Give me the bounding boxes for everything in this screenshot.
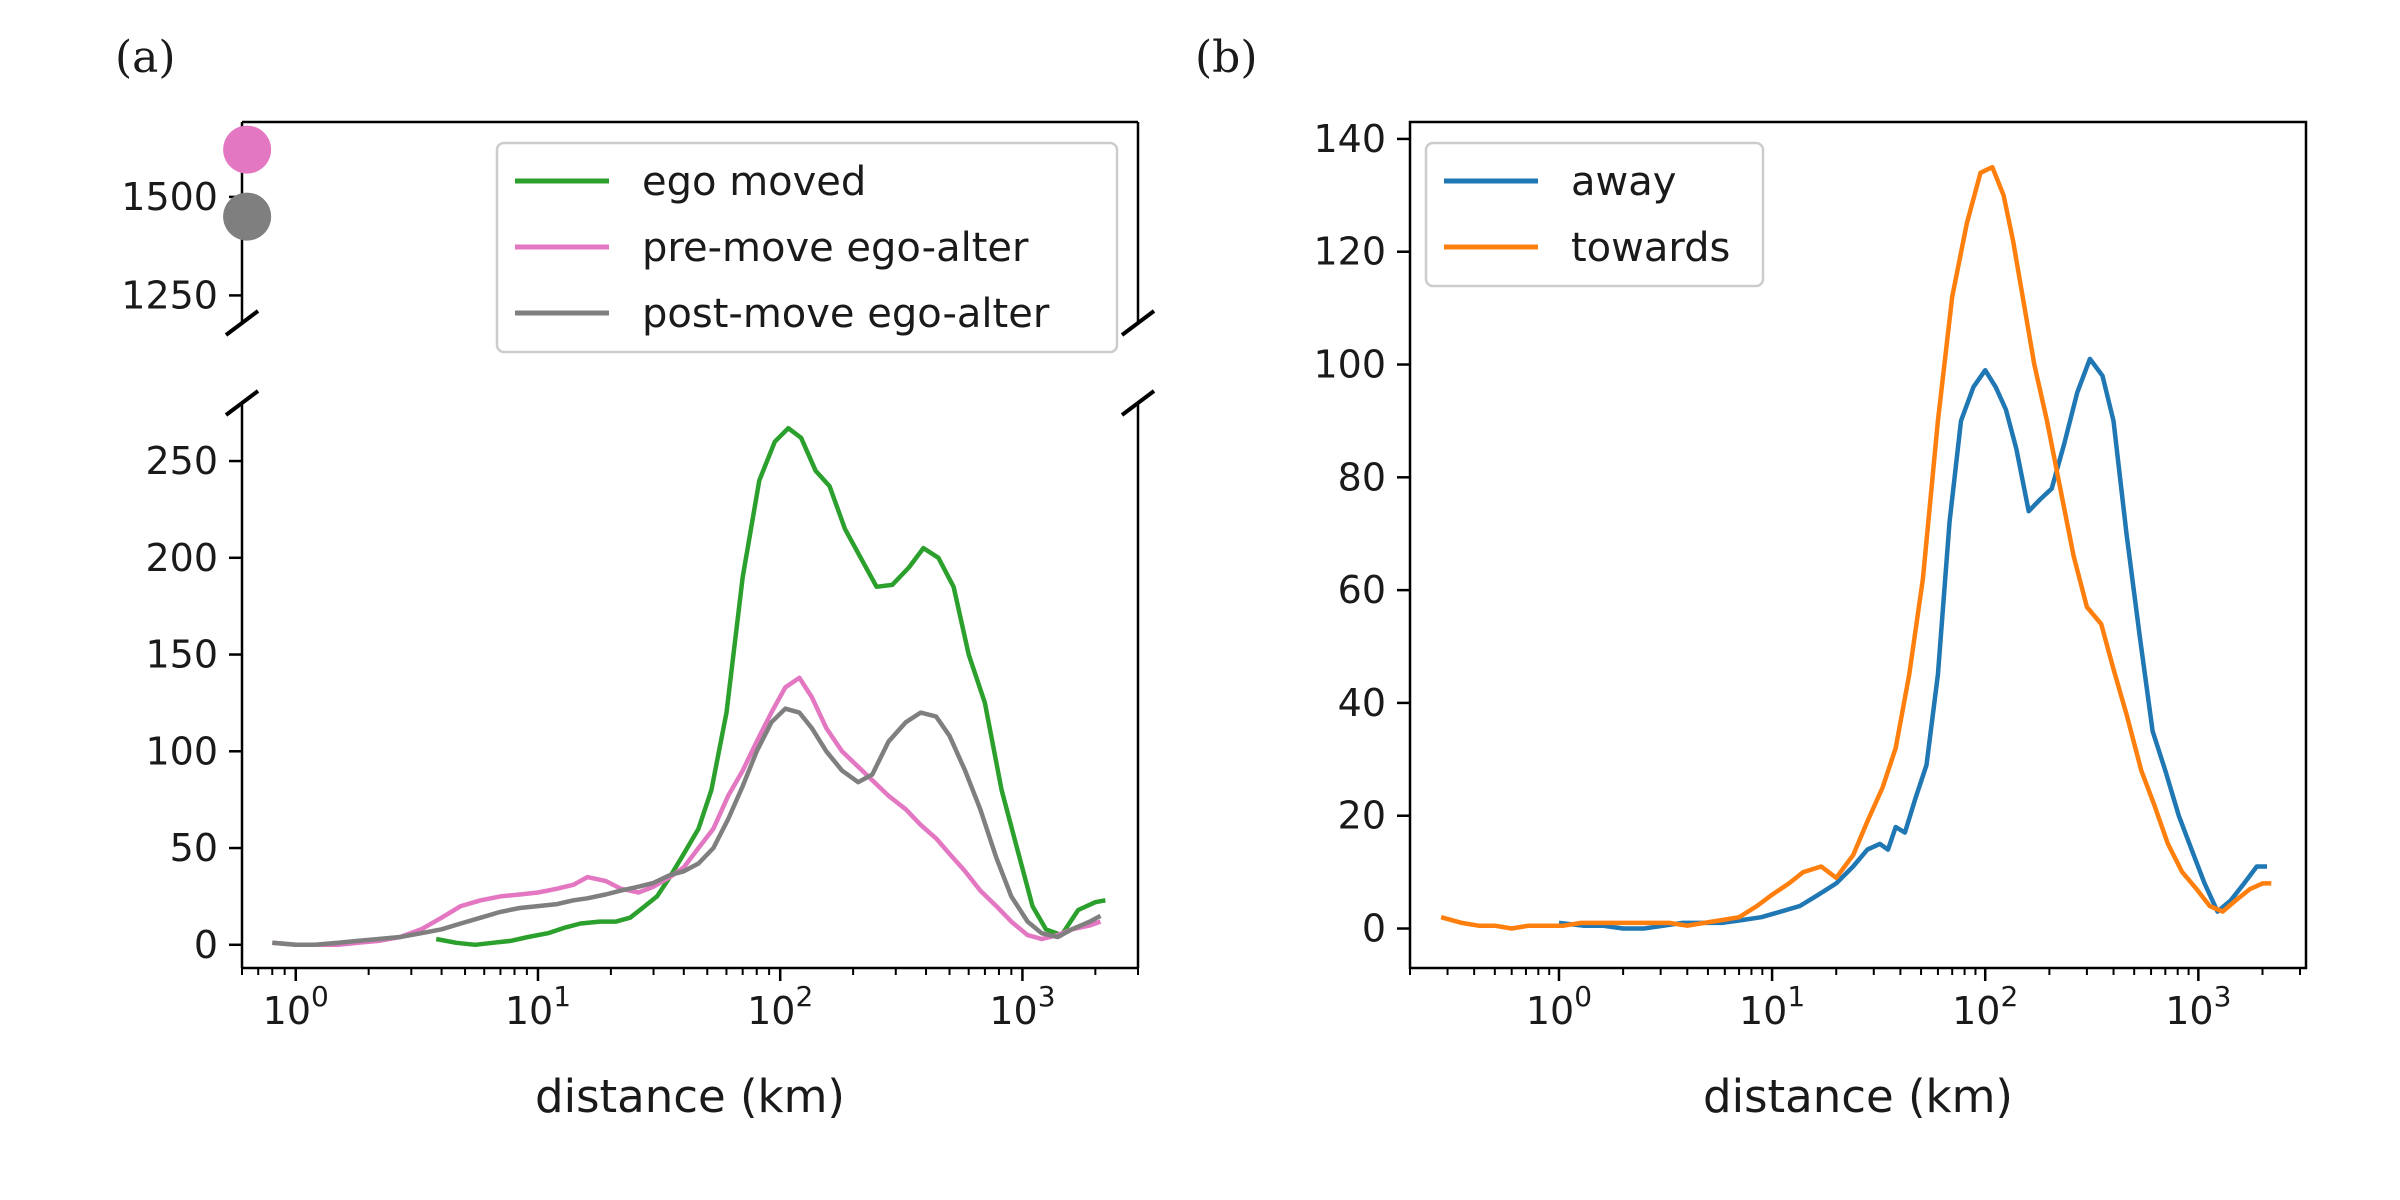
- lower-y-tick-label: 250: [145, 439, 218, 483]
- axis-break-mark: [1120, 389, 1156, 417]
- x-axis-title: distance (km): [1703, 1070, 2013, 1123]
- legend-label-towards: towards: [1571, 225, 1730, 271]
- y-tick-label: 20: [1338, 794, 1386, 838]
- series-line-away: [1558, 356, 2267, 931]
- y-tick-label: 0: [1362, 907, 1386, 951]
- x-tick-label: 100: [263, 980, 329, 1033]
- x-tick-exponent: 0: [1574, 980, 1592, 1013]
- upper-y-tick-label: 1250: [121, 273, 218, 317]
- axis-break-mark: [224, 389, 260, 417]
- legend-label-away: away: [1571, 159, 1676, 205]
- x-tick-base: 10: [1739, 989, 1787, 1033]
- x-tick-base: 10: [747, 989, 795, 1033]
- y-tick-label: 100: [1313, 343, 1386, 387]
- x-tick-exponent: 1: [553, 980, 571, 1013]
- lower-y-tick-label: 200: [145, 536, 218, 580]
- x-axis-title: distance (km): [535, 1070, 845, 1123]
- lower-y-tick-label: 100: [145, 729, 218, 773]
- x-tick-label: 102: [1952, 980, 2018, 1033]
- x-tick-base: 10: [2165, 989, 2213, 1033]
- x-tick-label: 103: [989, 980, 1055, 1033]
- lower-y-tick-label: 0: [194, 923, 218, 967]
- upper-point-post-move-ego-alter: [223, 192, 272, 241]
- series-line-ego-moved: [435, 425, 1106, 948]
- x-tick-base: 10: [1952, 989, 2000, 1033]
- x-tick-label: 100: [1526, 980, 1592, 1033]
- y-tick-label: 140: [1313, 117, 1386, 161]
- upper-point-pre-move-ego-alter: [223, 125, 272, 174]
- legend-label-post-move-ego-alter: post-move ego-alter: [642, 291, 1050, 337]
- legend-box: [495, 141, 1119, 354]
- y-tick-label: 80: [1338, 455, 1386, 499]
- y-tick-label: 120: [1313, 230, 1386, 274]
- y-tick-label: 40: [1338, 681, 1386, 725]
- y-tick-label: 60: [1338, 568, 1386, 612]
- panel-label-a: (a): [115, 32, 176, 83]
- axis-break-mark: [224, 309, 260, 337]
- x-tick-base: 10: [989, 989, 1037, 1033]
- x-tick-label: 102: [747, 980, 813, 1033]
- x-tick-label: 101: [505, 980, 571, 1033]
- panel-label-b: (b): [1195, 32, 1258, 83]
- x-tick-exponent: 0: [311, 980, 329, 1013]
- x-tick-base: 10: [1526, 989, 1574, 1033]
- x-tick-exponent: 3: [1038, 980, 1056, 1013]
- x-tick-base: 10: [263, 989, 311, 1033]
- x-tick-exponent: 2: [795, 980, 813, 1013]
- x-tick-exponent: 3: [2214, 980, 2232, 1013]
- x-tick-label: 103: [2165, 980, 2231, 1033]
- series-line-pre-move-ego-alter: [272, 675, 1102, 948]
- axis-break-mark: [1120, 309, 1156, 337]
- series-line-post-move-ego-alter: [272, 706, 1102, 948]
- lower-y-tick-label: 150: [145, 633, 218, 677]
- legend-label-ego-moved: ego moved: [642, 159, 866, 205]
- x-tick-label: 101: [1739, 980, 1805, 1033]
- upper-y-tick-label: 1500: [121, 175, 218, 219]
- series-line-towards: [1440, 164, 2272, 931]
- x-tick-exponent: 1: [1787, 980, 1805, 1013]
- plot-frame: [1408, 120, 2308, 970]
- lower-y-tick-label: 50: [170, 826, 218, 870]
- x-tick-base: 10: [505, 989, 553, 1033]
- x-tick-exponent: 2: [2000, 980, 2018, 1013]
- legend-label-pre-move-ego-alter: pre-move ego-alter: [642, 225, 1029, 271]
